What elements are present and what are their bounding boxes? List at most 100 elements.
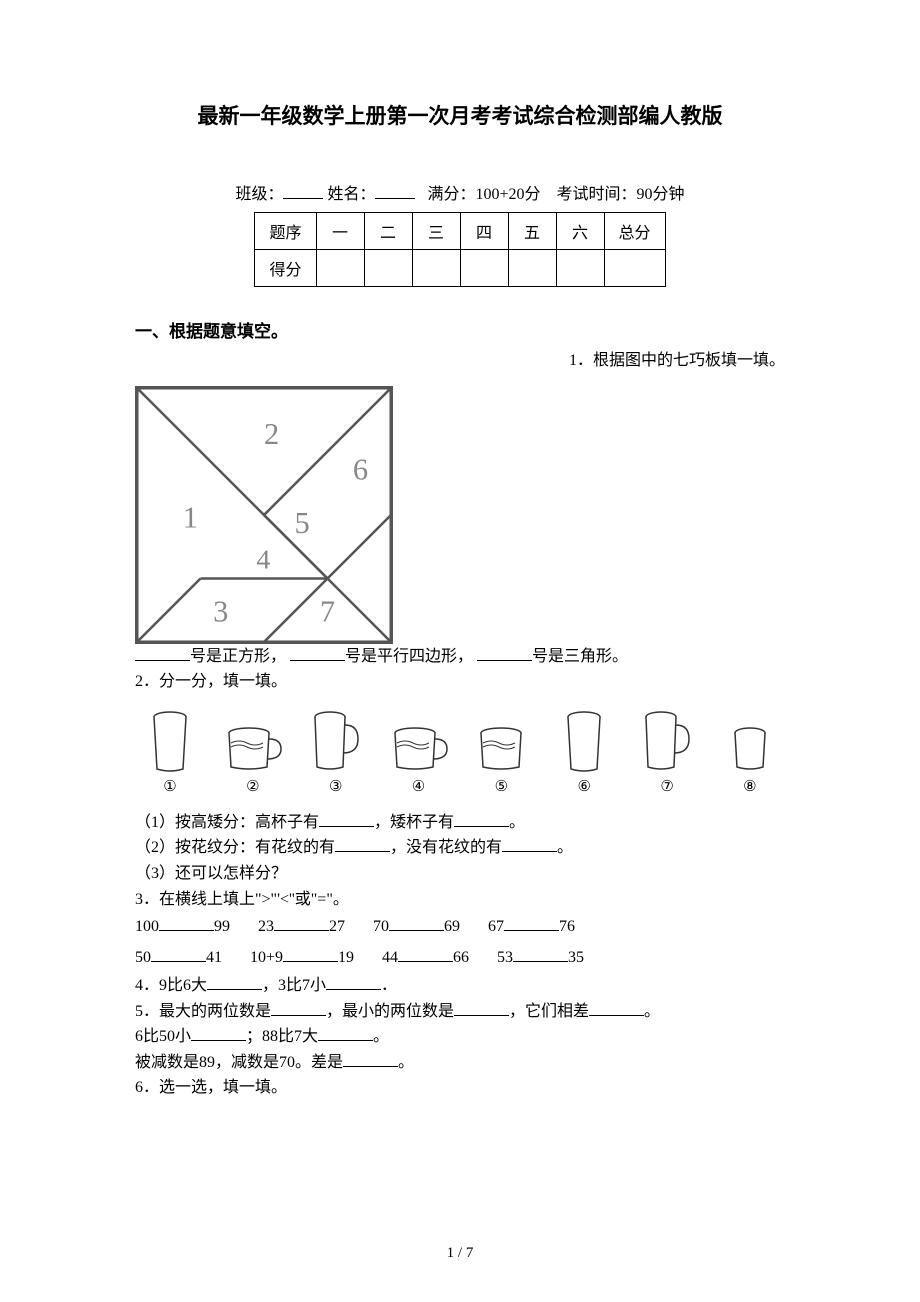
q5-text: ；88比7大: [246, 1028, 318, 1045]
q5-line1: 5．最大的两位数是，最小的两位数是，它们相差。: [135, 999, 785, 1025]
num: 23: [258, 918, 274, 935]
q2-text: ，矮杯子有: [374, 814, 454, 831]
q2-sub2: （2）按花纹分：有花纹的有，没有花纹的有。: [135, 835, 785, 861]
class-label: 班级：: [235, 186, 283, 203]
cup-item: ⑧: [715, 725, 785, 796]
fullscore-value: 100+20分: [475, 186, 540, 203]
cup-item: ③: [301, 709, 371, 796]
num: 99: [214, 918, 230, 935]
cup-label: ④: [384, 777, 454, 796]
name-blank[interactable]: [375, 183, 415, 199]
q4-blank[interactable]: [326, 974, 381, 990]
compare-blank[interactable]: [159, 915, 214, 931]
cup-item: ⑦: [632, 709, 702, 796]
q2-sub3: （3）还可以怎样分？: [135, 861, 785, 887]
q5-blank[interactable]: [191, 1025, 246, 1041]
section-1-heading: 一、根据题意填空。: [135, 317, 785, 342]
q5-blank[interactable]: [454, 1000, 509, 1016]
q1-text: 号是正方形，: [190, 648, 286, 665]
q1-blank-parallelogram[interactable]: [290, 645, 345, 661]
td-blank[interactable]: [556, 250, 604, 287]
q3-row2: 5041 10+919 4466 5335: [135, 943, 785, 973]
q5-blank[interactable]: [343, 1051, 398, 1067]
compare-blank[interactable]: [151, 946, 206, 962]
num: 10+9: [250, 949, 283, 966]
num: 66: [453, 949, 469, 966]
tangram-label: 4: [256, 544, 270, 575]
q4-text: ．: [381, 977, 397, 994]
cups-row: ① ② ③ ④ ⑤ ⑥ ⑦: [135, 709, 785, 796]
cup-label: ②: [218, 777, 288, 796]
q2-sub1: （1）按高矮分：高杯子有 ，矮杯子有 。: [135, 810, 785, 836]
q2-blank[interactable]: [502, 836, 557, 852]
q4-blank[interactable]: [207, 974, 262, 990]
th-seq: 题序: [255, 213, 316, 250]
compare-blank[interactable]: [504, 915, 559, 931]
page-number: 1 / 7: [0, 1245, 920, 1262]
num: 27: [329, 918, 345, 935]
num: 35: [568, 949, 584, 966]
th-2: 二: [364, 213, 412, 250]
q5-blank[interactable]: [318, 1025, 373, 1041]
q2-blank[interactable]: [335, 836, 390, 852]
meta-line: 班级： 姓名： 满分：100+20分 考试时间：90分钟: [135, 180, 785, 204]
q1-text: 号是三角形。: [532, 648, 628, 665]
q5-line3: 被减数是89，减数是70。差是。: [135, 1050, 785, 1076]
fullscore-label: 满分：: [427, 186, 475, 203]
td-blank[interactable]: [316, 250, 364, 287]
compare-blank[interactable]: [389, 915, 444, 931]
tangram-label: 2: [264, 416, 279, 450]
compare-blank[interactable]: [398, 946, 453, 962]
q2-text: ，没有花纹的有: [390, 839, 502, 856]
q5-text: 。: [398, 1054, 414, 1071]
num: 67: [488, 918, 504, 935]
th-1: 一: [316, 213, 364, 250]
num: 69: [444, 918, 460, 935]
td-blank[interactable]: [460, 250, 508, 287]
class-blank[interactable]: [283, 183, 323, 199]
q3-prompt: 3．在横线上填上">"'<''或"="。: [135, 887, 785, 913]
td-blank[interactable]: [412, 250, 460, 287]
tangram-label: 5: [294, 505, 309, 539]
cup-item: ⑤: [466, 725, 536, 796]
q2-text: 。: [509, 814, 525, 831]
q2-blank[interactable]: [454, 811, 509, 827]
q6-prompt: 6．选一选，填一填。: [135, 1075, 785, 1101]
td-blank[interactable]: [508, 250, 556, 287]
q5-text: 5．最大的两位数是: [135, 1003, 271, 1020]
time-value: 90分钟: [637, 186, 685, 203]
num: 53: [497, 949, 513, 966]
page-title: 最新一年级数学上册第一次月考考试综合检测部编人教版: [135, 100, 785, 130]
q1-blank-square[interactable]: [135, 645, 190, 661]
compare-blank[interactable]: [513, 946, 568, 962]
q2-text: （2）按花纹分：有花纹的有: [135, 839, 335, 856]
tangram-figure: 1 2 3 4 5 6 7: [135, 386, 785, 644]
q5-blank[interactable]: [271, 1000, 326, 1016]
q1-prompt: 1．根据图中的七巧板填一填。: [569, 348, 785, 374]
q5-blank[interactable]: [589, 1000, 644, 1016]
q5-text: ，它们相差: [509, 1003, 589, 1020]
score-table: 题序 一 二 三 四 五 六 总分 得分: [254, 212, 665, 287]
tangram-label: 1: [183, 500, 198, 534]
th-total: 总分: [604, 213, 665, 250]
cup-item: ⑥: [549, 709, 619, 796]
q2-text: （1）按高矮分：高杯子有: [135, 814, 319, 831]
td-blank[interactable]: [364, 250, 412, 287]
cup-label: ⑤: [466, 777, 536, 796]
cup-label: ③: [301, 777, 371, 796]
q2-blank[interactable]: [319, 811, 374, 827]
cup-label: ⑧: [715, 777, 785, 796]
td-blank[interactable]: [604, 250, 665, 287]
cup-label: ⑥: [549, 777, 619, 796]
q1-blank-triangle[interactable]: [477, 645, 532, 661]
num: 19: [338, 949, 354, 966]
cup-item: ②: [218, 725, 288, 796]
q3-row1: 10099 2327 7069 6776: [135, 912, 785, 942]
q2-prompt: 2．分一分，填一填。: [135, 669, 785, 695]
compare-blank[interactable]: [283, 946, 338, 962]
th-3: 三: [412, 213, 460, 250]
tangram-label: 7: [320, 594, 335, 628]
num: 76: [559, 918, 575, 935]
num: 70: [373, 918, 389, 935]
compare-blank[interactable]: [274, 915, 329, 931]
